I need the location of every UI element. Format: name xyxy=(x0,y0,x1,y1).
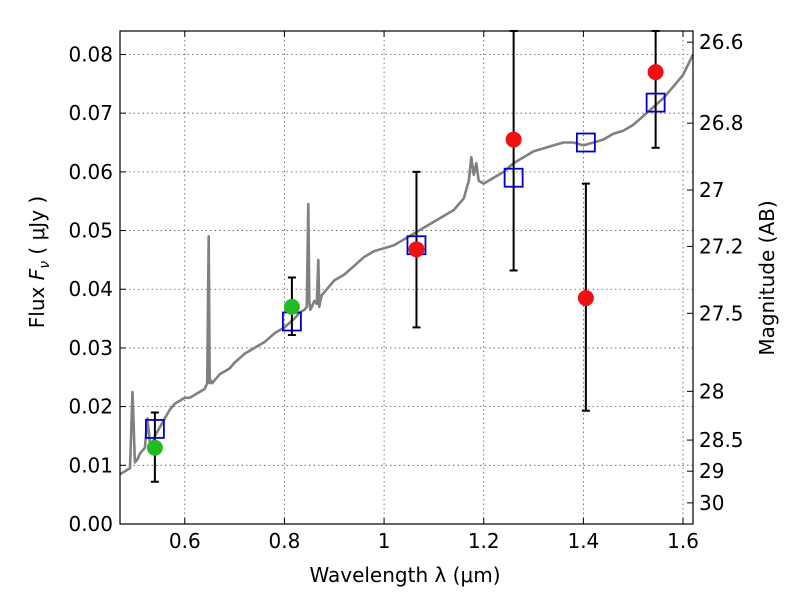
y2-tick-label: 29 xyxy=(699,459,724,483)
y-tick-label: 0.02 xyxy=(68,395,113,419)
y-tick-label: 0.07 xyxy=(68,101,113,125)
observed-point xyxy=(408,241,425,258)
y2-tick-label: 28 xyxy=(699,379,724,403)
observed-point xyxy=(505,131,522,148)
grid xyxy=(120,31,693,525)
spectrum-line xyxy=(119,53,695,476)
ticks: 0.6 0.8 1 1.2 1.4 1.6 0.00 0.01 0.02 0.03 0.04 0.05… xyxy=(68,30,743,553)
y-tick-label: 0.04 xyxy=(68,277,113,301)
x-tick-label: 1 xyxy=(378,529,391,553)
y-axis-title-prefix: Flux xyxy=(25,280,49,328)
y2-tick-label: 28.5 xyxy=(699,428,744,452)
x-tick-label: 1.6 xyxy=(667,529,699,553)
y-tick-label: 0.03 xyxy=(68,336,113,360)
model-point-square xyxy=(645,92,666,113)
y-axis-title-symbol: F xyxy=(25,268,49,280)
x-tick-label: 0.8 xyxy=(269,529,301,553)
observed-point xyxy=(647,64,664,81)
model-point-square xyxy=(575,132,596,153)
y2-tick-label: 27 xyxy=(699,178,724,202)
y-tick-label: 0.01 xyxy=(68,453,113,477)
y2-tick-label: 27.5 xyxy=(699,301,744,325)
y-tick-label: 0.06 xyxy=(68,160,113,184)
plot-frame xyxy=(119,30,694,525)
model-point-square xyxy=(503,167,524,188)
y2-tick-label: 26.8 xyxy=(699,111,744,135)
y2-tick-label: 30 xyxy=(699,491,724,515)
y-tick-label: 0.00 xyxy=(68,512,113,536)
x-tick-label: 0.6 xyxy=(169,529,201,553)
model-point-square xyxy=(144,419,165,439)
y2-tick-label: 26.6 xyxy=(699,30,744,54)
x-tick-label: 1.4 xyxy=(567,529,599,553)
y-axis-title: Flux Fν ( μJy ) xyxy=(25,196,53,328)
y-axis-title-suffix: ( μJy ) xyxy=(25,196,49,261)
observed-points xyxy=(146,64,664,456)
x-axis-title: Wavelength λ (μm) xyxy=(309,563,500,587)
observed-point xyxy=(577,290,594,307)
y-axis-title-subscript: ν xyxy=(37,261,53,269)
y-tick-label: 0.08 xyxy=(68,42,113,66)
model-spectrum-line xyxy=(119,53,695,476)
observed-point xyxy=(283,298,300,315)
y-tick-label: 0.05 xyxy=(68,219,113,243)
y2-axis-title: Magnitude (AB) xyxy=(755,200,779,355)
observed-point xyxy=(146,439,163,456)
x-tick-label: 1.2 xyxy=(468,529,500,553)
y2-tick-label: 27.2 xyxy=(699,234,744,258)
